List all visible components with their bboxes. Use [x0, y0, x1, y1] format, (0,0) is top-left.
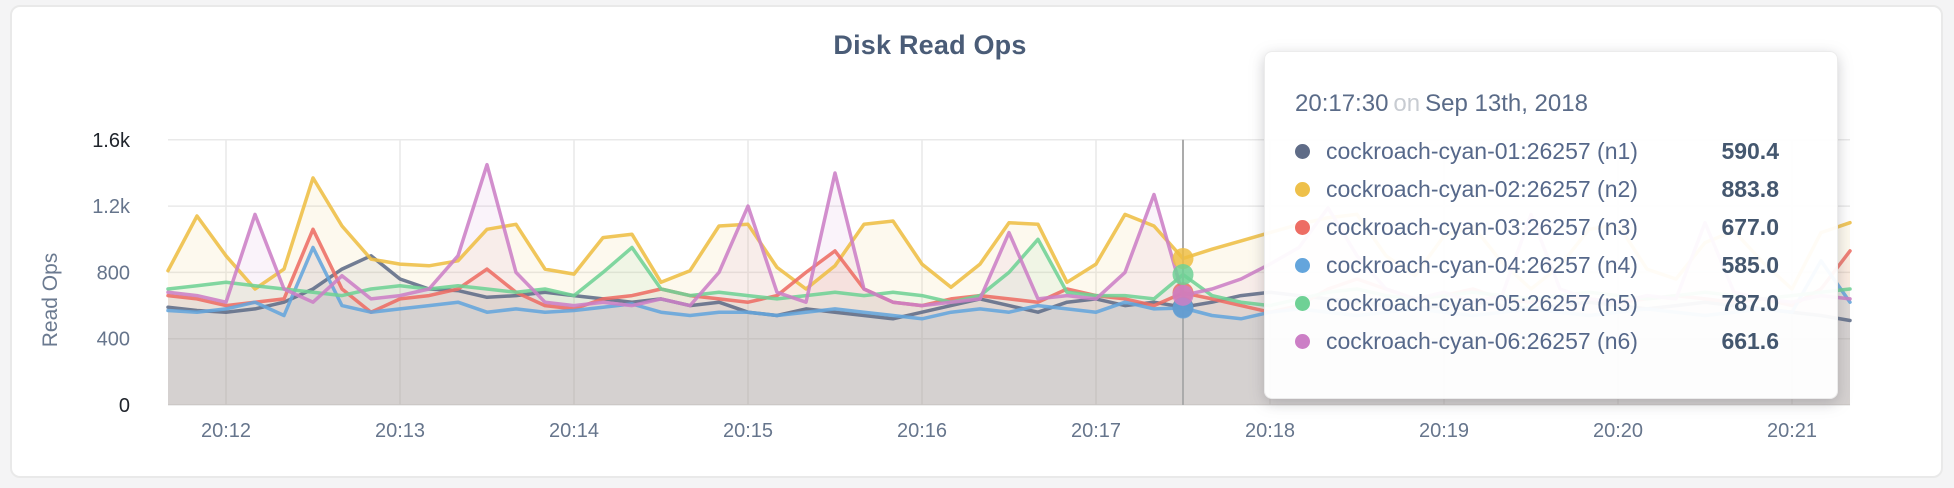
series-color-dot-icon: [1295, 143, 1310, 159]
hover-point-dot: [1172, 248, 1194, 270]
tooltip-row: cockroach-cyan-03:26257 (n3) 677.0: [1295, 208, 1779, 246]
x-axis-tick-label: 20:15: [723, 420, 773, 442]
tooltip-separator: on: [1393, 90, 1421, 117]
tooltip-row: cockroach-cyan-01:26257 (n1) 590.4: [1295, 132, 1779, 170]
tooltip-row: cockroach-cyan-05:26257 (n5) 787.0: [1295, 284, 1779, 322]
x-axis-tick-label: 20:20: [1593, 420, 1643, 442]
series-value: 590.4: [1721, 137, 1779, 164]
tooltip-rows: cockroach-cyan-01:26257 (n1) 590.4 cockroa…: [1295, 132, 1779, 360]
x-axis-tick-label: 20:12: [201, 420, 251, 442]
series-value: 585.0: [1721, 251, 1779, 278]
x-axis-tick-label: 20:13: [375, 420, 425, 442]
tooltip-time: 20:17:30: [1295, 90, 1389, 117]
y-axis-tick-label: 0: [119, 395, 130, 417]
x-axis-tick-label: 20:19: [1419, 420, 1469, 442]
hover-point-dot: [1172, 264, 1194, 286]
series-color-dot-icon: [1295, 219, 1310, 235]
chart-title: Disk Read Ops: [833, 30, 1027, 60]
series-color-dot-icon: [1295, 295, 1310, 311]
y-axis-tick-label: 1.6k: [92, 130, 131, 152]
x-axis-tick-label: 20:18: [1245, 420, 1295, 442]
tooltip-row: cockroach-cyan-04:26257 (n4) 585.0: [1295, 246, 1779, 284]
x-axis-tick-label: 20:21: [1767, 420, 1817, 442]
series-name: cockroach-cyan-06:26257 (n6): [1326, 327, 1638, 354]
tooltip-row: cockroach-cyan-06:26257 (n6) 661.6: [1295, 322, 1779, 360]
series-name: cockroach-cyan-03:26257 (n3): [1326, 213, 1638, 240]
series-name: cockroach-cyan-05:26257 (n5): [1326, 289, 1638, 316]
y-axis-tick-label: 800: [97, 262, 130, 284]
series-value: 677.0: [1721, 213, 1779, 240]
series-color-dot-icon: [1295, 257, 1310, 273]
series-color-dot-icon: [1295, 181, 1310, 197]
series-value: 787.0: [1721, 289, 1779, 316]
series-value: 883.8: [1721, 175, 1779, 202]
hover-point-dot: [1172, 284, 1194, 306]
series-name: cockroach-cyan-01:26257 (n1): [1326, 137, 1638, 164]
series-name: cockroach-cyan-02:26257 (n2): [1326, 175, 1638, 202]
y-axis-tick-label: 1.2k: [92, 196, 131, 218]
x-axis-tick-label: 20:14: [549, 420, 599, 442]
hover-tooltip: 20:17:30 on Sep 13th, 2018 cockroach-cyan-…: [1264, 51, 1838, 399]
y-axis-tick-label: 400: [97, 329, 130, 351]
tooltip-row: cockroach-cyan-02:26257 (n2) 883.8: [1295, 170, 1779, 208]
y-axis-label: Read Ops: [39, 253, 62, 348]
series-color-dot-icon: [1295, 333, 1310, 349]
tooltip-header: 20:17:30 on Sep 13th, 2018: [1295, 88, 1779, 120]
x-axis-tick-label: 20:16: [897, 420, 947, 442]
series-name: cockroach-cyan-04:26257 (n4): [1326, 251, 1638, 278]
series-value: 661.6: [1721, 327, 1779, 354]
tooltip-date: Sep 13th, 2018: [1425, 90, 1588, 117]
x-axis-tick-label: 20:17: [1071, 420, 1121, 442]
